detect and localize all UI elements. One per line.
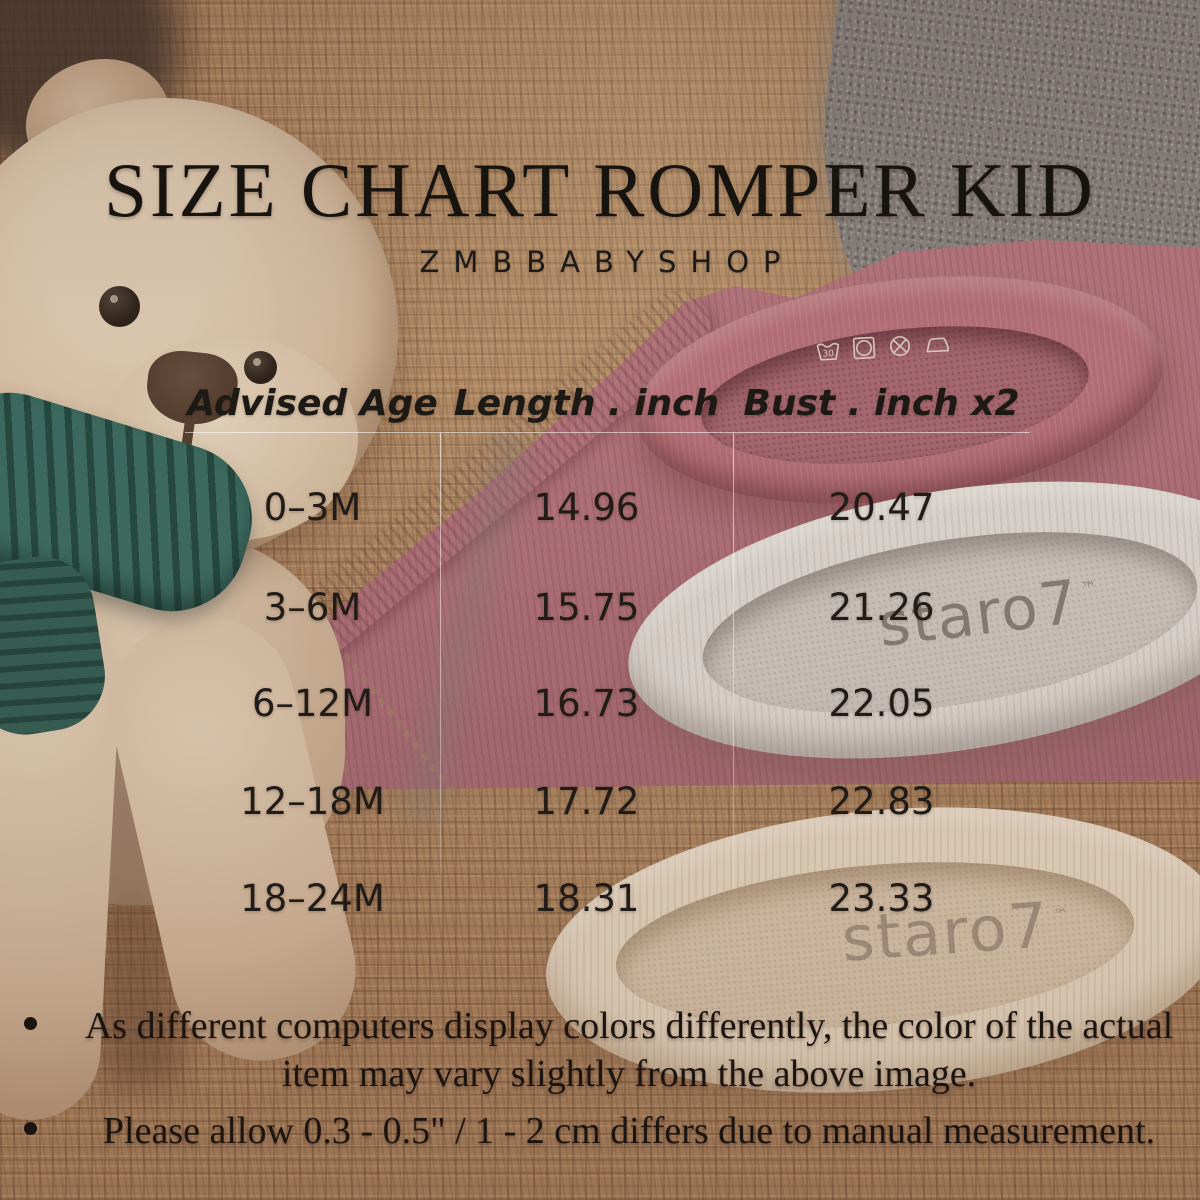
age-value: 3–6M <box>263 585 362 629</box>
column-header-bust: Bust . inch x2 <box>743 382 1020 424</box>
bust-value: 22.05 <box>828 681 935 725</box>
note-measurement-disclaimer: Please allow 0.3 - 0.5" / 1 - 2 cm diffe… <box>24 1107 1188 1155</box>
length-value: 15.75 <box>533 585 640 629</box>
age-value: 18–24M <box>240 876 385 920</box>
size-table: Advised Age Length . inch Bust . inch x2… <box>185 370 1030 950</box>
notes-list: As different computers display colors di… <box>24 1002 1188 1163</box>
table-row: 18–24M 18.31 23.33 <box>185 875 1030 921</box>
table-row: 6–12M 16.73 22.05 <box>185 680 1030 726</box>
column-header-length: Length . inch <box>453 382 720 424</box>
age-value: 0–3M <box>263 485 362 529</box>
wash-temp-label: 30 <box>822 349 834 360</box>
length-value: 16.73 <box>533 681 640 725</box>
tumble-dry-icon <box>852 336 876 360</box>
wash-30-icon: 30 <box>816 342 840 361</box>
length-value: 17.72 <box>533 779 640 823</box>
care-label-icons: 30 <box>814 330 951 363</box>
page-title: SIZE CHART ROMPER KID <box>104 147 1096 233</box>
iron-icon <box>926 337 950 353</box>
column-divider <box>733 433 734 933</box>
bust-value: 22.83 <box>828 779 935 823</box>
column-divider <box>440 433 441 933</box>
bust-value: 20.47 <box>828 485 935 529</box>
age-value: 12–18M <box>240 779 385 823</box>
table-row: 12–18M 17.72 22.83 <box>185 778 1030 824</box>
teddy-bear-right-eye <box>244 351 277 384</box>
header-underline <box>185 432 1030 433</box>
shop-name: ZMBBABYSHOP <box>419 245 795 279</box>
bust-value: 21.26 <box>828 585 935 629</box>
table-row: 3–6M 15.75 21.26 <box>185 584 1030 630</box>
column-header-age: Advised Age <box>187 382 438 424</box>
table-row: 0–3M 14.96 20.47 <box>185 484 1030 530</box>
do-not-bleach-icon <box>889 336 910 357</box>
length-value: 14.96 <box>533 485 640 529</box>
length-value: 18.31 <box>533 876 640 920</box>
table-header-row: Advised Age Length . inch Bust . inch x2 <box>185 380 1030 426</box>
age-value: 6–12M <box>251 681 374 725</box>
bust-value: 23.33 <box>828 876 935 920</box>
note-color-disclaimer: As different computers display colors di… <box>24 1002 1188 1099</box>
teddy-bear-left-eye <box>99 286 140 327</box>
